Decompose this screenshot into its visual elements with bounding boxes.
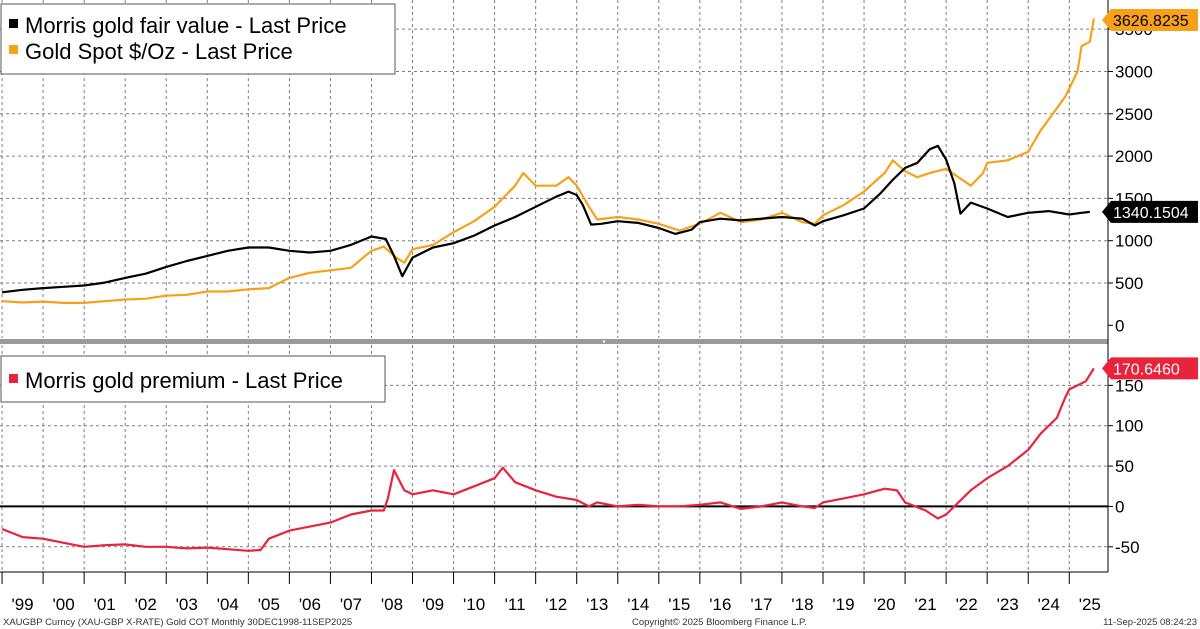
x-tick-label: '02	[135, 595, 157, 614]
x-tick-label: '08	[381, 595, 403, 614]
bottom-legend-box	[0, 355, 386, 403]
bottom-y-tick-label: 150	[1115, 376, 1143, 395]
top-panel-grid	[0, 0, 1108, 338]
premium-last-tag: 170.6460	[1102, 357, 1198, 380]
fair-value-line	[1, 144, 1090, 294]
x-tick-label: '20	[873, 595, 895, 614]
top-y-tick-label: 0	[1115, 316, 1124, 335]
x-tick-label: '21	[915, 595, 937, 614]
panel-separator[interactable]	[0, 339, 1108, 344]
premium-line	[1, 367, 1095, 552]
x-tick-label: '04	[217, 595, 239, 614]
x-tick-label: '00	[53, 595, 75, 614]
x-tick-label: '99	[11, 595, 33, 614]
x-tick-label: '25	[1079, 595, 1101, 614]
bottom-y-tick-label: 0	[1115, 497, 1124, 516]
x-tick-label: '11	[505, 595, 526, 614]
bottom-y-axis: -50 0 50 100 150	[1108, 376, 1143, 557]
spot-legend-label: Gold Spot $/Oz - Last Price	[25, 39, 293, 64]
x-tick-label: '01	[94, 595, 116, 614]
fair-value-legend-label: Morris gold fair value - Last Price	[25, 13, 347, 38]
x-tick-label: '19	[832, 595, 854, 614]
bottom-legend: Morris gold premium - Last Price	[0, 355, 386, 403]
top-y-tick-label: 500	[1115, 274, 1143, 293]
x-tick-label: '09	[422, 595, 444, 614]
top-y-tick-label: 2000	[1115, 147, 1153, 166]
x-tick-label: '17	[750, 595, 772, 614]
premium-last-value: 170.6460	[1113, 361, 1180, 378]
x-tick-label: '07	[340, 595, 362, 614]
x-tick-label: '12	[545, 595, 567, 614]
gold-spot-line	[2, 18, 1095, 304]
x-tick-label: '05	[258, 595, 280, 614]
footer-timestamp: 11-Sep-2025 08:24:23	[1103, 617, 1197, 628]
spot-legend-swatch	[9, 45, 18, 54]
premium-legend-label: Morris gold premium - Last Price	[25, 368, 343, 393]
top-y-tick-label: 1000	[1115, 232, 1153, 251]
x-tick-label: '13	[586, 595, 608, 614]
x-axis: '99 '00 '01 '02 '03 '04 '05 '06 '07 '08 '09 '10 '11 '…	[1, 572, 1101, 614]
top-y-tick-label: 2500	[1115, 105, 1153, 124]
x-tick-label: '10	[463, 595, 485, 614]
fair-last-tag: 1340.1504	[1102, 200, 1198, 223]
x-tick-label: '06	[299, 595, 321, 614]
footer-copyright: Copyright© 2025 Bloomberg Finance L.P.	[632, 617, 807, 628]
x-tick-label: '16	[709, 595, 731, 614]
x-tick-label: '24	[1038, 595, 1060, 614]
x-tick-label: '03	[176, 595, 198, 614]
premium-legend-swatch	[9, 374, 18, 383]
x-tick-label: '18	[791, 595, 813, 614]
fair-value-legend-swatch	[9, 19, 18, 28]
bottom-y-tick-label: 100	[1115, 417, 1143, 436]
top-y-axis: 0500100015002000250030003500	[1108, 20, 1153, 335]
spot-last-value: 3626.8235	[1113, 13, 1189, 30]
top-legend: Morris gold fair value - Last Price Gold…	[0, 3, 396, 75]
top-legend-box	[0, 3, 396, 75]
x-tick-label: '22	[956, 595, 978, 614]
x-tick-label: '15	[668, 595, 690, 614]
top-y-tick-label: 3000	[1115, 62, 1153, 81]
bottom-y-tick-label: 50	[1115, 457, 1134, 476]
bottom-y-tick-label: -50	[1115, 538, 1140, 557]
separator-handle-dot	[602, 340, 606, 343]
x-tick-label: '14	[627, 595, 649, 614]
fair-value-last-value: 1340.1504	[1113, 205, 1189, 222]
spot-last-tag: 3626.8235	[1102, 9, 1198, 31]
x-tick-label: '23	[997, 595, 1019, 614]
footer-source: XAUGBP Curncy (XAU-GBP X-RATE) Gold COT …	[3, 617, 352, 628]
